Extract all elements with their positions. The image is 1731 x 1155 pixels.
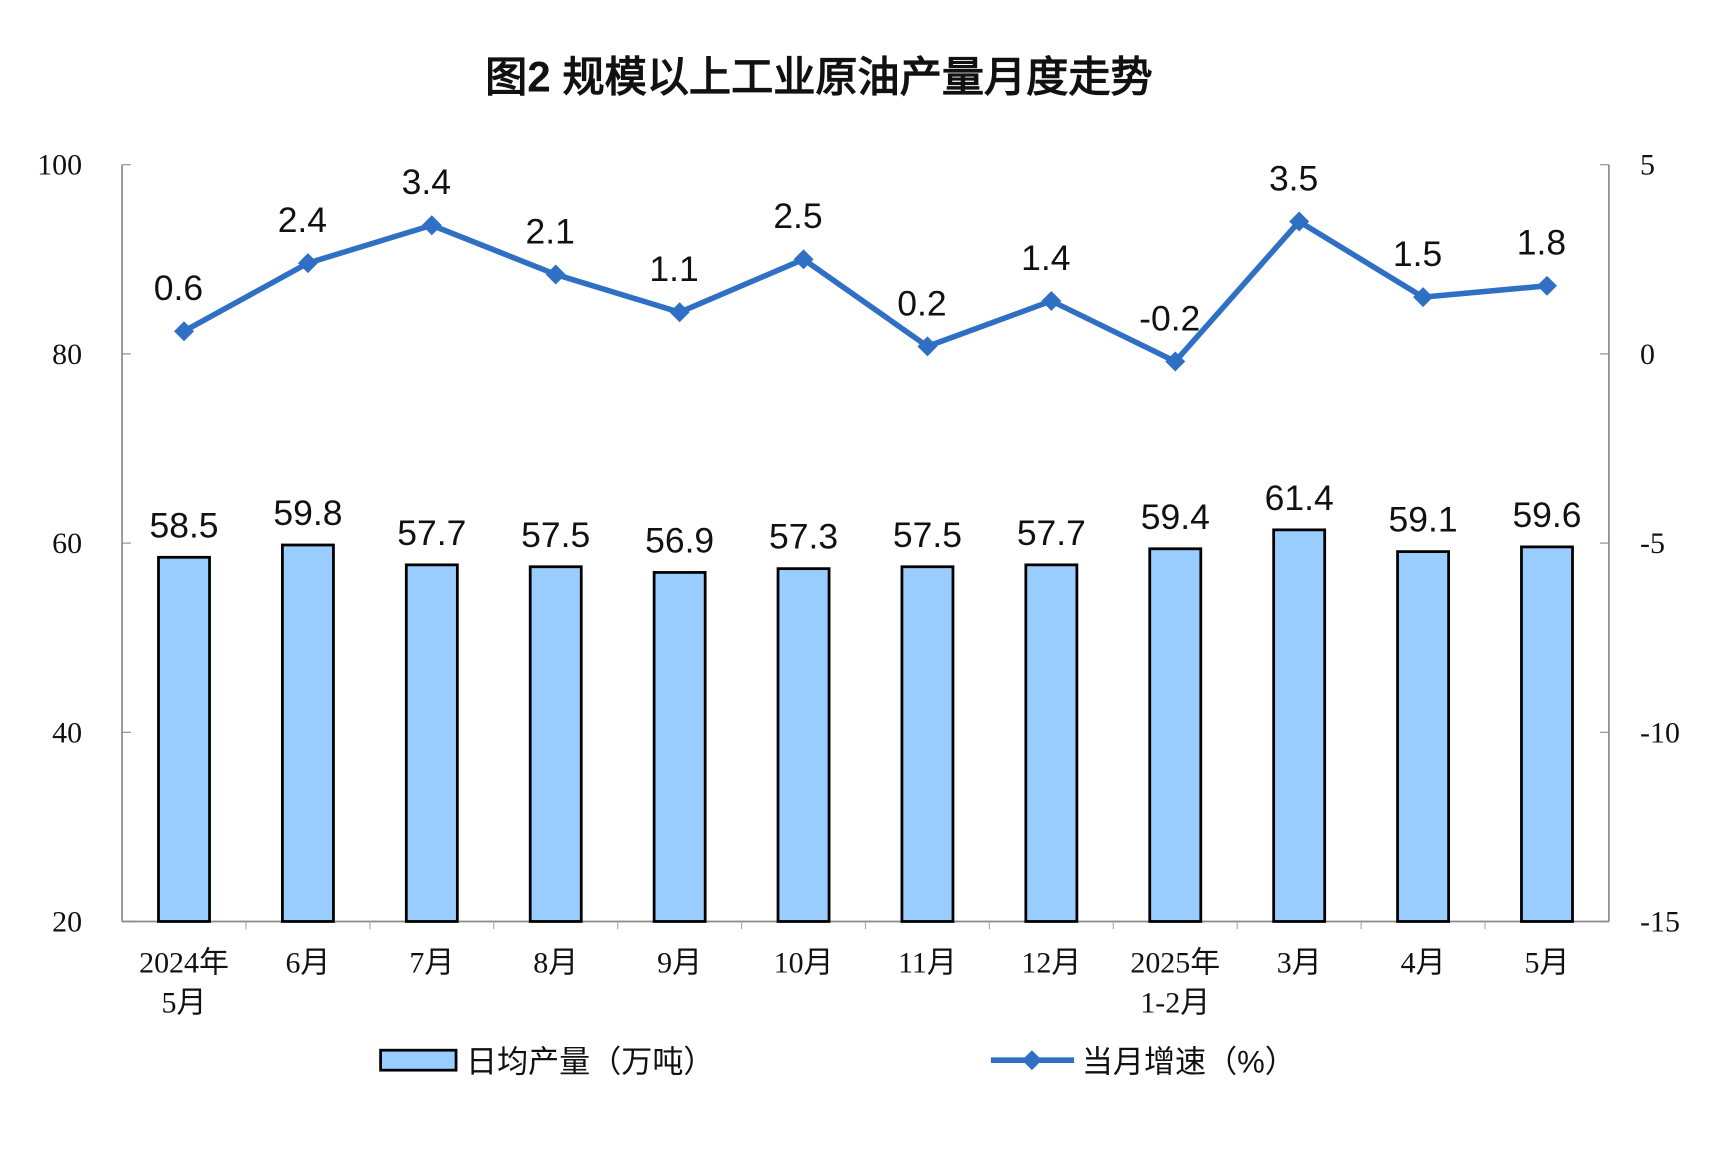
right-tick-label: -10 [1640,716,1680,749]
line-marker [1165,351,1186,372]
bar-label: 59.4 [1141,497,1210,537]
legend-bar-label: 日均产量（万吨） [466,1044,714,1079]
x-tick-label: 8月 [533,947,578,980]
left-tick-label: 40 [52,716,82,749]
x-tick-label: 4月 [1401,947,1446,980]
bar [528,565,583,923]
line-marker [421,215,442,236]
left-tick-label: 80 [52,338,82,371]
bar-label: 61.4 [1265,478,1334,518]
line-label: 1.4 [1021,238,1070,278]
line-label: 3.5 [1269,158,1318,198]
line-label: 1.1 [649,249,698,289]
x-tick-label: 6月 [285,947,330,980]
bar [652,571,707,923]
bar [900,565,955,923]
bar [1396,550,1450,923]
bar-label: 58.5 [149,505,218,545]
line-marker [793,249,814,270]
bar-label: 57.5 [893,515,962,555]
x-tick-label: 2025年 [1130,947,1220,980]
bar [1520,545,1574,923]
bar-label: 57.7 [397,513,466,553]
line-label: -0.2 [1139,298,1200,338]
line-label: 0.2 [897,283,946,323]
bar [776,567,831,923]
bar [1024,563,1079,923]
line-label: 1.5 [1393,234,1442,274]
bar-label: 56.9 [645,520,714,560]
x-tick-label: 5月 [162,986,207,1019]
line-marker [669,302,690,323]
line-marker [1041,290,1062,311]
line-label: 2.1 [526,211,575,251]
bar-label: 57.7 [1017,513,1086,553]
line-label: 3.4 [402,162,451,202]
x-tick-label: 9月 [657,947,702,980]
left-tick-label: 60 [52,527,82,560]
line-marker [1413,287,1434,308]
line-label: 2.5 [773,196,822,236]
line-label: 2.4 [278,200,327,240]
bar-label: 59.8 [273,493,342,533]
legend-bar-swatch [379,1048,458,1072]
x-tick-label: 10月 [774,947,834,980]
legend-line-label: 当月增速（%） [1082,1044,1296,1079]
x-tick-label: 5月 [1525,947,1570,980]
chart-title: 图2 规模以上工业原油产量月度走势 [485,53,1153,100]
line-marker [545,264,566,285]
x-tick-label: 3月 [1277,947,1322,980]
right-tick-label: -5 [1640,527,1665,560]
bar-label: 57.3 [769,517,838,557]
x-tick-label: 7月 [409,947,454,980]
x-tick-label: 11月 [898,947,957,980]
line-label: 0.6 [154,268,203,308]
right-tick-label: -15 [1640,905,1680,938]
x-tick-label: 2024年 [139,947,229,980]
line-marker [1537,275,1557,296]
line-label: 1.8 [1517,223,1566,263]
bar [157,555,211,923]
x-tick-label: 12月 [1021,947,1081,980]
left-tick-label: 100 [37,149,82,182]
right-tick-label: 5 [1640,149,1655,182]
bar [281,543,335,923]
legend-line-marker [1021,1050,1042,1071]
bar-label: 57.5 [521,515,590,555]
line-marker [1289,211,1310,232]
bar [404,563,459,923]
x-tick-label: 1-2月 [1140,986,1210,1019]
left-tick-label: 20 [52,905,82,938]
right-tick-label: 0 [1640,338,1655,371]
bar [1272,528,1327,923]
bar-label: 59.1 [1389,500,1458,540]
bar [1148,547,1203,923]
growth-line [182,218,1548,365]
legend: 日均产量（万吨） 当月增速（%） [379,1044,1296,1079]
bar-label: 59.6 [1512,495,1581,535]
